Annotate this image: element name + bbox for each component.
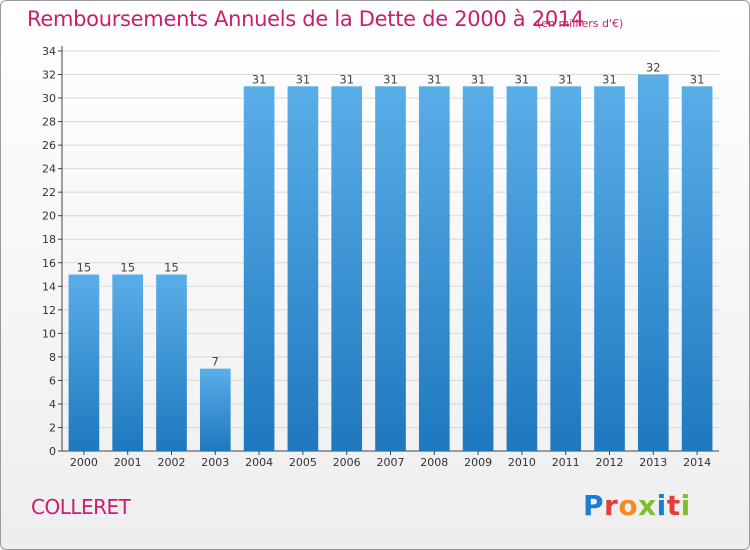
bar-value-label: 32: [646, 61, 661, 75]
x-axis-labels: 2000 2001 2002 2003 2004 2005 2006 2007 2008 2009…: [70, 451, 711, 469]
bar: [287, 86, 319, 451]
bar-value-label: 31: [252, 72, 267, 86]
logo-letter: o: [618, 489, 639, 522]
y-tick-label: 24: [42, 163, 56, 176]
chart-subtitle: (en milliers d'€): [537, 17, 624, 30]
bar-value-label: 31: [339, 72, 354, 86]
y-tick-label: 28: [42, 116, 56, 129]
x-tick-label: 2004: [245, 456, 273, 469]
bar-value-label: 31: [427, 72, 442, 86]
bar-value-label: 31: [515, 72, 530, 86]
y-tick-label: 2: [49, 421, 56, 434]
x-tick-label: 2005: [289, 456, 317, 469]
y-tick-label: 8: [49, 351, 56, 364]
bar-value-label: 31: [690, 72, 705, 86]
bar-value-label: 15: [164, 261, 179, 275]
x-tick-label: 2011: [552, 456, 580, 469]
y-tick-label: 32: [42, 69, 56, 82]
logo-letter: i: [680, 489, 691, 522]
x-tick-label: 2013: [639, 456, 667, 469]
commune-name: COLLERET: [31, 495, 131, 519]
x-tick-label: 2009: [464, 456, 492, 469]
bar: [462, 86, 494, 451]
bar: [681, 86, 713, 451]
bar: [331, 86, 363, 451]
y-tick-label: 30: [42, 92, 56, 105]
x-tick-label: 2006: [333, 456, 361, 469]
bars: 15 15 15 7 31 31 31 31 31 31 31 31 31 32 31: [68, 61, 713, 451]
y-tick-label: 12: [42, 304, 56, 317]
bar-value-label: 31: [296, 72, 311, 86]
y-tick-label: 0: [49, 445, 56, 458]
bar-value-label: 15: [120, 261, 135, 275]
logo-letter: i: [656, 489, 667, 522]
x-tick-label: 2001: [114, 456, 142, 469]
bar-value-label: 7: [212, 355, 219, 369]
proxiti-logo: Proxiti: [583, 489, 691, 522]
logo-letter: t: [666, 489, 681, 522]
bar-value-label: 31: [471, 72, 486, 86]
x-tick-label: 2003: [201, 456, 229, 469]
logo-letter: P: [583, 489, 605, 522]
x-tick-label: 2010: [508, 456, 536, 469]
x-tick-label: 2002: [158, 456, 186, 469]
x-tick-label: 2012: [596, 456, 624, 469]
logo-letter: r: [604, 489, 619, 522]
y-tick-label: 22: [42, 186, 56, 199]
bar: [68, 274, 100, 451]
bar-value-label: 31: [558, 72, 573, 86]
bar: [637, 74, 669, 451]
bar-value-label: 31: [602, 72, 617, 86]
bar: [112, 274, 144, 451]
x-tick-label: 2014: [683, 456, 711, 469]
logo-letter: x: [638, 489, 657, 522]
bar: [550, 86, 582, 451]
chart-title: Remboursements Annuels de la Dette de 20…: [27, 7, 584, 31]
x-tick-label: 2008: [420, 456, 448, 469]
bar: [375, 86, 406, 451]
x-tick-label: 2000: [70, 456, 98, 469]
y-tick-label: 16: [42, 257, 56, 270]
y-tick-label: 10: [42, 327, 56, 340]
y-tick-label: 4: [49, 398, 56, 411]
y-tick-label: 20: [42, 210, 56, 223]
bar: [418, 86, 450, 451]
bar: [594, 86, 625, 451]
y-tick-label: 34: [42, 45, 56, 58]
bar: [243, 86, 275, 451]
bar-value-label: 31: [383, 72, 398, 86]
y-tick-label: 18: [42, 233, 56, 246]
bar: [156, 274, 187, 451]
y-tick-label: 14: [42, 280, 56, 293]
y-tick-label: 6: [49, 374, 56, 387]
bar: [506, 86, 538, 451]
x-tick-label: 2007: [377, 456, 405, 469]
y-tick-label: 26: [42, 139, 56, 152]
bar: [199, 368, 231, 451]
bar-value-label: 15: [77, 261, 92, 275]
